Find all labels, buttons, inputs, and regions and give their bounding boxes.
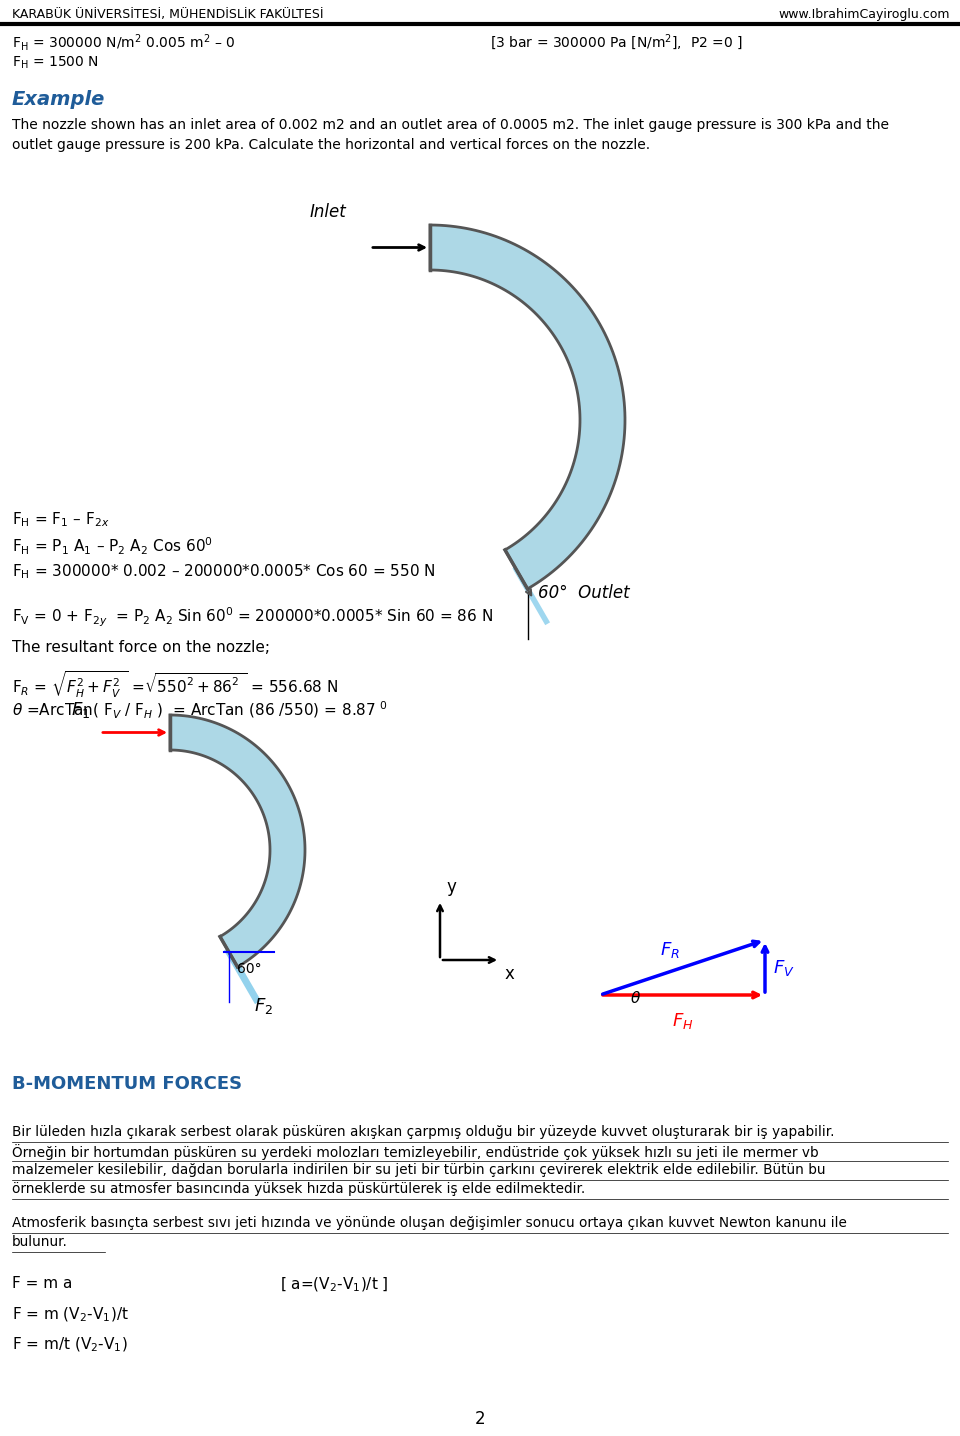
Text: www.IbrahimCayiroglu.com: www.IbrahimCayiroglu.com [779,9,950,22]
Text: F$_{\rm H}$ = 300000* 0.002 – 200000*0.0005* Cos 60 = 550 N: F$_{\rm H}$ = 300000* 0.002 – 200000*0.0… [12,561,436,580]
Text: y: y [446,877,456,896]
Text: Example: Example [12,90,106,109]
Polygon shape [170,715,305,966]
Text: $\theta$ =ArcTan( F$_V$ / F$_H$ )  = ArcTan (86 /550) = 8.87 $^0$: $\theta$ =ArcTan( F$_V$ / F$_H$ ) = ArcT… [12,699,388,721]
Text: F$_H$: F$_H$ [672,1011,693,1031]
Text: F$_V$: F$_V$ [773,958,795,978]
Text: örneklerde su atmosfer basıncında yüksek hızda püskürtülerek iş elde edilmektedi: örneklerde su atmosfer basıncında yüksek… [12,1182,586,1196]
Text: F$_{\rm H}$ = 300000 N/m$^2$ 0.005 m$^2$ – 0: F$_{\rm H}$ = 300000 N/m$^2$ 0.005 m$^2$… [12,32,235,53]
Text: bulunur.: bulunur. [12,1235,68,1249]
Text: F$_1$: F$_1$ [71,701,90,721]
Text: 60°: 60° [237,962,261,975]
Text: [3 bar = 300000 Pa [N/m$^2$],  P2 =0 ]: [3 bar = 300000 Pa [N/m$^2$], P2 =0 ] [490,32,743,52]
Text: The nozzle shown has an inlet area of 0.002 m2 and an outlet area of 0.0005 m2. : The nozzle shown has an inlet area of 0.… [12,118,889,132]
Text: F$_{\rm H}$ = P$_1$ A$_1$ – P$_2$ A$_2$ Cos 60$^0$: F$_{\rm H}$ = P$_1$ A$_1$ – P$_2$ A$_2$ … [12,536,213,557]
Text: The resultant force on the nozzle;: The resultant force on the nozzle; [12,640,270,655]
Text: F$_R$: F$_R$ [660,939,681,959]
Text: F$_{\rm V}$ = 0 + F$_{2y}$  = P$_2$ A$_2$ Sin 60$^0$ = 200000*0.0005* Sin 60 = 8: F$_{\rm V}$ = 0 + F$_{2y}$ = P$_2$ A$_2$… [12,606,493,629]
Text: 60°  Outlet: 60° Outlet [538,584,629,602]
Text: malzemeler kesilebilir, dağdan borularla indirilen bir su jeti bir türbin çarkın: malzemeler kesilebilir, dağdan borularla… [12,1163,826,1178]
Text: $\theta$: $\theta$ [630,989,641,1007]
Text: F$_{\rm H}$ = 1500 N: F$_{\rm H}$ = 1500 N [12,55,99,72]
Text: Örneğin bir hortumdan püsküren su yerdeki molozları temizleyebilir, endüstride ç: Örneğin bir hortumdan püsküren su yerdek… [12,1144,819,1160]
Polygon shape [430,225,625,589]
Text: Inlet: Inlet [310,202,347,221]
Text: F$_R$ = $\sqrt{F_H^2 + F_V^2\ }$ =$\sqrt{550^2 + 86^2\ }$ = 556.68 N: F$_R$ = $\sqrt{F_H^2 + F_V^2\ }$ =$\sqrt… [12,671,338,701]
Text: Atmosferik basınçta serbest sıvı jeti hızında ve yönünde oluşan değişimler sonuc: Atmosferik basınçta serbest sıvı jeti hı… [12,1216,847,1231]
Text: F = m a: F = m a [12,1277,72,1291]
Text: [ a=(V$_2$-V$_1$)/t ]: [ a=(V$_2$-V$_1$)/t ] [280,1277,389,1294]
Text: F = m (V$_2$-V$_1$)/t: F = m (V$_2$-V$_1$)/t [12,1305,129,1324]
Text: 2: 2 [474,1410,486,1427]
Text: Bir lüleden hızla çıkarak serbest olarak püsküren akışkan çarpmış olduğu bir yüz: Bir lüleden hızla çıkarak serbest olarak… [12,1124,834,1139]
Text: x: x [505,965,515,984]
Text: B-MOMENTUM FORCES: B-MOMENTUM FORCES [12,1076,242,1093]
Text: outlet gauge pressure is 200 kPa. Calculate the horizontal and vertical forces o: outlet gauge pressure is 200 kPa. Calcul… [12,138,650,152]
Text: F$_2$: F$_2$ [253,997,273,1017]
Text: KARABÜK ÜNİVERSİTESİ, MÜHENDİSLİK FAKÜLTESİ: KARABÜK ÜNİVERSİTESİ, MÜHENDİSLİK FAKÜLT… [12,9,324,22]
Text: F$_{\rm H}$ = F$_1$ – F$_{2x}$: F$_{\rm H}$ = F$_1$ – F$_{2x}$ [12,510,109,528]
Text: F = m/t (V$_2$-V$_1$): F = m/t (V$_2$-V$_1$) [12,1335,128,1354]
